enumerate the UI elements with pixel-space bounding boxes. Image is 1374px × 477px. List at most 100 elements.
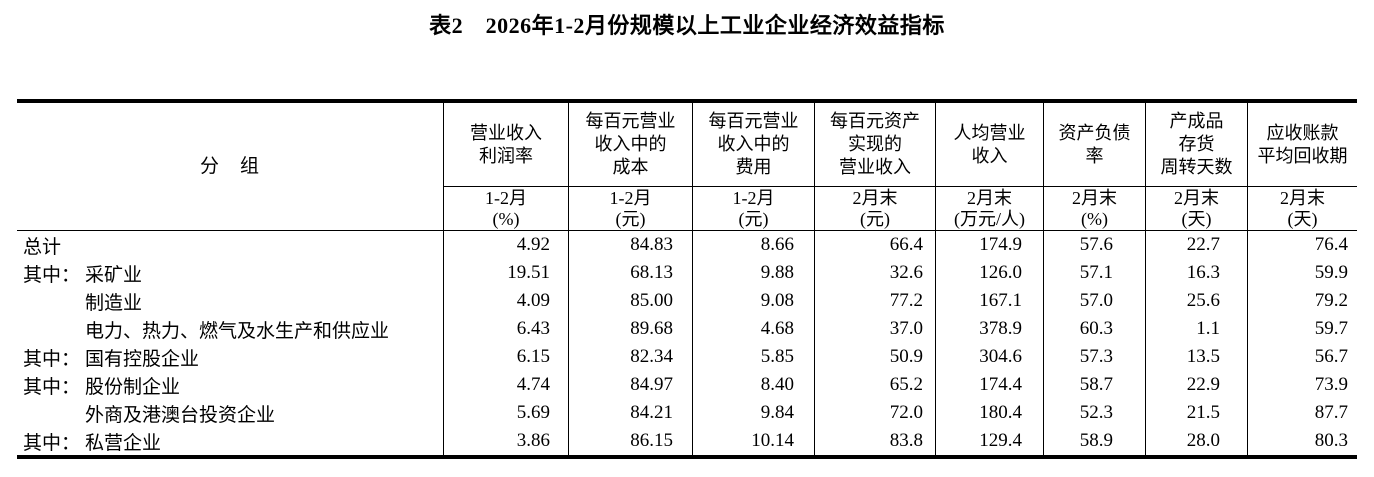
column-unit: (元) xyxy=(860,208,890,229)
value-cell: 22.7 xyxy=(1145,231,1247,259)
value-cell: 80.3 xyxy=(1247,427,1357,455)
column-unit: (%) xyxy=(1081,208,1108,229)
row-label: 私营企业 xyxy=(85,432,162,454)
value-cell: 5.69 xyxy=(443,399,568,427)
column-period: 1-2月 xyxy=(485,187,527,208)
column-unit: (元) xyxy=(738,208,769,229)
column-period-unit: 1-2月 (元) xyxy=(568,187,692,231)
column-period: 2月末 xyxy=(1280,187,1325,208)
value-cell: 32.6 xyxy=(814,259,935,287)
column-period-unit: 2月末 (万元/人) xyxy=(935,187,1043,231)
value-cell: 76.4 xyxy=(1247,231,1357,259)
value-cell: 4.92 xyxy=(443,231,568,259)
value-cell: 304.6 xyxy=(935,343,1043,371)
column-period: 1-2月 xyxy=(609,187,652,208)
value-cell: 82.34 xyxy=(568,343,692,371)
row-label: 总计 xyxy=(23,236,62,258)
table-row-mining: 其中： 采矿业 19.51 68.13 9.88 32.6 126.0 57.1 … xyxy=(17,259,1357,287)
column-period-unit: 1-2月 (元) xyxy=(692,187,814,231)
value-cell: 77.2 xyxy=(814,287,935,315)
column-period: 2月末 xyxy=(852,187,898,208)
column-period-unit: 1-2月 (%) xyxy=(443,187,568,231)
value-cell: 66.4 xyxy=(814,231,935,259)
row-label-cell: 其中： 股份制企业 xyxy=(17,371,443,399)
value-cell: 9.08 xyxy=(692,287,814,315)
value-cell: 83.8 xyxy=(814,427,935,455)
value-cell: 37.0 xyxy=(814,315,935,343)
value-cell: 174.4 xyxy=(935,371,1043,399)
row-label-cell: 其中： 国有控股企业 xyxy=(17,343,443,371)
table-row-utilities: 电力、热力、燃气及水生产和供应业 6.43 89.68 4.68 37.0 37… xyxy=(17,315,1357,343)
value-cell: 57.6 xyxy=(1043,231,1145,259)
row-label-cell: 其中： 采矿业 xyxy=(17,259,443,287)
column-period-unit: 2月末 (%) xyxy=(1043,187,1145,231)
value-cell: 72.0 xyxy=(814,399,935,427)
value-cell: 79.2 xyxy=(1247,287,1357,315)
value-cell: 3.86 xyxy=(443,427,568,455)
value-cell: 174.9 xyxy=(935,231,1043,259)
value-cell: 19.51 xyxy=(443,259,568,287)
stats-table: 分 组 营业收入 利润率 每百元营业 收入中的 成本 每百元营业 收入中的 费用… xyxy=(17,103,1357,455)
value-cell: 5.85 xyxy=(692,343,814,371)
value-cell: 8.40 xyxy=(692,371,814,399)
table-row-shareholding: 其中： 股份制企业 4.74 84.97 8.40 65.2 174.4 58.7… xyxy=(17,371,1357,399)
row-label-prefix: 其中： xyxy=(23,432,81,454)
column-header: 应收账款 平均回收期 xyxy=(1247,103,1357,187)
value-cell: 1.1 xyxy=(1145,315,1247,343)
column-period: 2月末 xyxy=(1072,187,1117,208)
column-header: 人均营业 收入 xyxy=(935,103,1043,187)
header-row-units: 1-2月 (%) 1-2月 (元) 1-2月 (元) 2月末 (元) 2月末 (万元/人)… xyxy=(17,187,1357,231)
value-cell: 126.0 xyxy=(935,259,1043,287)
value-cell: 84.97 xyxy=(568,371,692,399)
value-cell: 378.9 xyxy=(935,315,1043,343)
value-cell: 58.9 xyxy=(1043,427,1145,455)
value-cell: 9.84 xyxy=(692,399,814,427)
value-cell: 58.7 xyxy=(1043,371,1145,399)
value-cell: 57.3 xyxy=(1043,343,1145,371)
column-period: 2月末 xyxy=(1174,187,1219,208)
column-period: 2月末 xyxy=(967,187,1012,208)
value-cell: 13.5 xyxy=(1145,343,1247,371)
column-header: 每百元营业 收入中的 成本 xyxy=(568,103,692,187)
row-label-cell: 制造业 xyxy=(17,287,443,315)
column-period-unit: 2月末 (天) xyxy=(1247,187,1357,231)
value-cell: 8.66 xyxy=(692,231,814,259)
value-cell: 4.09 xyxy=(443,287,568,315)
value-cell: 89.68 xyxy=(568,315,692,343)
value-cell: 10.14 xyxy=(692,427,814,455)
column-unit: (万元/人) xyxy=(954,208,1025,229)
column-unit: (天) xyxy=(1181,208,1212,229)
value-cell: 16.3 xyxy=(1145,259,1247,287)
column-unit: (元) xyxy=(615,208,646,229)
value-cell: 56.7 xyxy=(1247,343,1357,371)
value-cell: 86.15 xyxy=(568,427,692,455)
table-row-foreign-invested: 外商及港澳台投资企业 5.69 84.21 9.84 72.0 180.4 52… xyxy=(17,399,1357,427)
table-row-state-holding: 其中： 国有控股企业 6.15 82.34 5.85 50.9 304.6 57.… xyxy=(17,343,1357,371)
value-cell: 4.74 xyxy=(443,371,568,399)
table-row-private: 其中： 私营企业 3.86 86.15 10.14 83.8 129.4 58.9… xyxy=(17,427,1357,455)
value-cell: 60.3 xyxy=(1043,315,1145,343)
column-unit: (天) xyxy=(1287,208,1318,229)
row-label: 外商及港澳台投资企业 xyxy=(85,404,276,426)
value-cell: 4.68 xyxy=(692,315,814,343)
value-cell: 21.5 xyxy=(1145,399,1247,427)
value-cell: 85.00 xyxy=(568,287,692,315)
column-header: 产成品 存货 周转天数 xyxy=(1145,103,1247,187)
row-label: 制造业 xyxy=(85,292,143,314)
row-label-prefix: 其中： xyxy=(23,348,81,370)
row-label: 股份制企业 xyxy=(85,376,181,398)
table-title: 表2 2026年1-2月份规模以上工业企业经济效益指标 xyxy=(429,13,945,38)
row-label-cell: 外商及港澳台投资企业 xyxy=(17,399,443,427)
value-cell: 167.1 xyxy=(935,287,1043,315)
value-cell: 9.88 xyxy=(692,259,814,287)
row-label-prefix: 其中： xyxy=(23,376,81,398)
value-cell: 28.0 xyxy=(1145,427,1247,455)
value-cell: 6.15 xyxy=(443,343,568,371)
row-label-prefix: 其中： xyxy=(23,264,81,286)
value-cell: 25.6 xyxy=(1145,287,1247,315)
column-period-unit: 2月末 (元) xyxy=(814,187,935,231)
value-cell: 59.9 xyxy=(1247,259,1357,287)
column-period-unit: 2月末 (天) xyxy=(1145,187,1247,231)
column-period: 1-2月 xyxy=(732,187,775,208)
